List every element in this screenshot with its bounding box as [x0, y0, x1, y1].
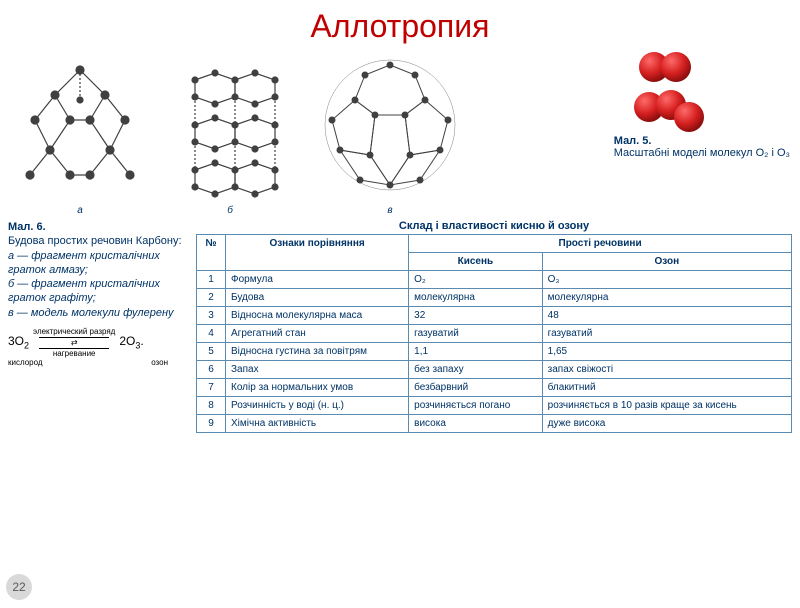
th-group: Прості речовини [409, 235, 792, 253]
arrow-icon: электрический разряд ⇄ нагревание [33, 328, 115, 358]
cell-oxygen: безбарвний [409, 379, 542, 397]
cell-num: 6 [197, 361, 226, 379]
reaction-equation: 3O2 электрический разряд ⇄ нагревание 2O… [8, 328, 188, 368]
cell-num: 1 [197, 271, 226, 289]
cell-ozone: дуже висока [542, 415, 791, 433]
sublabel-a: а [10, 205, 150, 216]
cell-ozone: блакитний [542, 379, 791, 397]
reactant-sub: 2 [24, 340, 29, 350]
cell-oxygen: розчиняється погано [409, 397, 542, 415]
fig6-label: Мал. 6. [8, 220, 188, 234]
fig5-label: Мал. 5. [614, 135, 790, 147]
cell-ozone: 48 [542, 307, 791, 325]
table-row: 4Агрегатний стангазуватийгазуватий [197, 325, 792, 343]
table-row: 9Хімічна активністьвисокадуже висока [197, 415, 792, 433]
cell-ozone: запах свіжості [542, 361, 791, 379]
cell-oxygen: 1,1 [409, 343, 542, 361]
cell-num: 9 [197, 415, 226, 433]
th-c2: Озон [542, 253, 791, 271]
cell-oxygen: O₂ [409, 271, 542, 289]
page-title: Аллотропия [0, 8, 800, 45]
cell-num: 4 [197, 325, 226, 343]
cell-ozone: O₃ [542, 271, 791, 289]
page-number-badge: 22 [6, 574, 32, 600]
cell-num: 5 [197, 343, 226, 361]
cell-oxygen: без запаху [409, 361, 542, 379]
table-row: 2Будовамолекулярнамолекулярна [197, 289, 792, 307]
reactant-coef: 3O [8, 334, 24, 348]
fig6-b: б — фрагмент кристалічних граток графіту… [8, 277, 188, 306]
cell-ozone: газуватий [542, 325, 791, 343]
table-row: 6Запахбез запахузапах свіжості [197, 361, 792, 379]
fullerene-structure: в [310, 45, 470, 216]
product-coef: 2O [119, 334, 135, 348]
reaction-dot: . [140, 334, 143, 348]
cell-num: 8 [197, 397, 226, 415]
table-row: 5Відносна густина за повітрям1,11,65 [197, 343, 792, 361]
fig6-line1: Будова простих речовин Карбону: [8, 234, 188, 248]
cell-ozone: молекулярна [542, 289, 791, 307]
cell-feature: Будова [226, 289, 409, 307]
cell-feature: Формула [226, 271, 409, 289]
table-row: 8Розчинність у воді (н. ц.)розчиняється … [197, 397, 792, 415]
structures-row: а [0, 45, 800, 216]
th-num: № [197, 235, 226, 271]
fig6-a: а — фрагмент кристалічних граток алмазу; [8, 249, 188, 278]
cell-feature: Запах [226, 361, 409, 379]
cell-feature: Відносна густина за повітрям [226, 343, 409, 361]
fig6-caption: Мал. 6. Будова простих речовин Карбону: … [8, 220, 188, 433]
table-row: 1ФормулаO₂O₃ [197, 271, 792, 289]
fig5-text: Масштабні моделі молекул O₂ і O₃ [614, 147, 790, 159]
cell-num: 7 [197, 379, 226, 397]
cell-feature: Агрегатний стан [226, 325, 409, 343]
product-under: озон [151, 358, 168, 368]
arrow-bot-text: нагревание [53, 350, 96, 358]
cell-oxygen: молекулярна [409, 289, 542, 307]
cell-feature: Колір за нормальних умов [226, 379, 409, 397]
comparison-table-wrap: Склад і властивості кисню й озону № Озна… [196, 220, 792, 433]
cell-oxygen: висока [409, 415, 542, 433]
reactant-under: кислород [8, 358, 43, 368]
table-row: 3Відносна молекулярна маса3248 [197, 307, 792, 325]
comparison-table: № Ознаки порівняння Прості речовини Кисе… [196, 234, 792, 433]
sublabel-b: б [155, 205, 305, 216]
cell-ozone: 1,65 [542, 343, 791, 361]
cell-num: 2 [197, 289, 226, 307]
graphite-structure: б [155, 55, 305, 216]
cell-oxygen: газуватий [409, 325, 542, 343]
cell-feature: Розчинність у воді (н. ц.) [226, 397, 409, 415]
cell-feature: Хімічна активність [226, 415, 409, 433]
diamond-structure: а [10, 55, 150, 216]
sublabel-c: в [310, 205, 470, 216]
arrow-top-text: электрический разряд [33, 328, 115, 336]
cell-oxygen: 32 [409, 307, 542, 325]
th-c1: Кисень [409, 253, 542, 271]
cell-feature: Відносна молекулярна маса [226, 307, 409, 325]
cell-num: 3 [197, 307, 226, 325]
table-title: Склад і властивості кисню й озону [196, 220, 792, 232]
fig6-c: в — модель молекули фулерену [8, 306, 188, 320]
table-row: 7Колір за нормальних умовбезбарвнийблаки… [197, 379, 792, 397]
cell-ozone: розчиняється в 10 разів краще за кисень [542, 397, 791, 415]
th-feature: Ознаки порівняння [226, 235, 409, 271]
oxygen-molecules: Мал. 5. Масштабні моделі молекул O₂ і O₃ [614, 45, 790, 159]
